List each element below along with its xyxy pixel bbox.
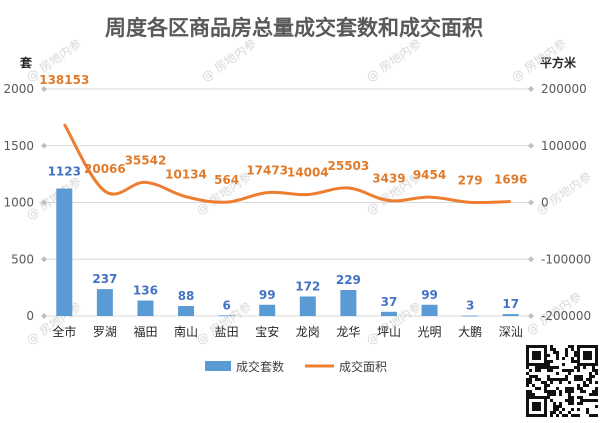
bar-value-label: 99: [421, 288, 438, 302]
line-value-label: 279: [458, 173, 483, 187]
bar-value-label: 172: [295, 279, 320, 293]
watermark: @ 房地内参: [23, 299, 84, 348]
line-value-label: 14004: [287, 166, 329, 180]
bar: [259, 304, 276, 316]
category-label: 福田: [133, 324, 157, 339]
category-label: 罗湖: [93, 324, 117, 339]
right-tick-label: 0: [541, 196, 549, 210]
axis-marker: [41, 142, 47, 149]
axis-marker: [41, 256, 47, 263]
line-value-label: 1696: [494, 173, 527, 187]
right-tick-label: -200000: [541, 309, 591, 323]
bar-value-label: 99: [259, 288, 276, 302]
legend-swatch-bar: [205, 361, 231, 371]
line-value-label: 564: [214, 173, 239, 187]
bar: [340, 290, 357, 316]
legend-label-line: 成交面积: [339, 359, 387, 374]
bar-value-label: 229: [336, 273, 361, 287]
bar-value-label: 17: [502, 297, 519, 311]
category-label: 深汕: [499, 325, 523, 339]
category-label: 盐田: [215, 325, 239, 339]
bar: [299, 296, 316, 316]
left-tick-label: 2000: [3, 82, 34, 96]
line-value-label: 3439: [372, 172, 405, 186]
bar-value-label: 237: [92, 272, 117, 286]
category-label: 坪山: [377, 325, 401, 339]
category-label: 南山: [174, 324, 198, 339]
category-label: 全市: [52, 324, 76, 339]
right-tick-label: 200000: [541, 82, 587, 96]
left-tick-label: 0: [26, 309, 34, 323]
watermark: @ 房地内参: [533, 169, 594, 218]
axis-marker: [528, 86, 534, 92]
category-labels: 全市 罗湖 福田 南山 盐田 宝安 龙岗 龙华 坪山 光明 大鹏 深汕: [52, 324, 522, 339]
bar: [421, 304, 438, 316]
bar-value-label: 88: [178, 289, 195, 303]
bar-value-label: 37: [381, 295, 398, 309]
category-label: 大鹏: [458, 325, 482, 339]
right-axis-ticks: -200000 -100000 0 100000 200000: [541, 82, 591, 323]
bar: [218, 315, 235, 317]
series-line: [63, 123, 511, 205]
line-value-label: 25503: [328, 159, 370, 173]
bar: [178, 306, 195, 316]
chart-title: 周度各区商品房总量成交套数和成交面积: [105, 16, 483, 40]
bar-value-label: 136: [133, 284, 158, 298]
line-value-label: 9454: [413, 168, 446, 182]
right-tick-label: -100000: [541, 252, 591, 266]
axis-marker: [41, 86, 47, 92]
bar: [137, 300, 154, 316]
category-label: 光明: [418, 325, 442, 339]
bar: [462, 315, 479, 317]
axis-marker: [528, 256, 534, 263]
category-label: 宝安: [255, 324, 279, 339]
left-tick-label: 1000: [3, 196, 34, 210]
axis-marker: [41, 313, 47, 319]
right-axis-unit: 平方米: [540, 55, 577, 70]
line-value-label: 138153: [39, 73, 89, 87]
line-value-label: 17473: [246, 164, 288, 178]
bar: [96, 289, 113, 316]
qr-code: [526, 345, 598, 417]
left-axis-unit: 套: [19, 55, 33, 70]
watermark: @ 房地内参: [198, 36, 259, 85]
right-tick-label: 100000: [541, 139, 587, 153]
legend-label-bar: 成交套数: [236, 359, 284, 374]
bar: [502, 314, 519, 316]
axis-marker: [528, 313, 534, 319]
left-tick-label: 1500: [3, 139, 34, 153]
bar-value-label: 6: [222, 298, 230, 312]
gridlines: [41, 86, 534, 319]
left-tick-label: 500: [11, 252, 34, 266]
axis-marker: [528, 142, 534, 149]
bar-series: 1123 237 136 88 6 99 172 229 37 99 3 17: [48, 165, 519, 317]
category-label: 龙华: [336, 325, 360, 339]
bar-value-label: 3: [466, 299, 474, 313]
legend: 成交套数 成交面积: [205, 359, 387, 374]
bar: [380, 311, 397, 316]
bar-value-label: 1123: [48, 165, 81, 179]
bar: [56, 188, 73, 316]
line-value-label: 35542: [125, 153, 167, 167]
category-label: 龙岗: [296, 325, 320, 339]
line-value-label: 20066: [84, 162, 126, 176]
axis-marker: [528, 199, 534, 206]
left-axis-ticks: 0 500 1000 1500 2000: [3, 82, 34, 323]
axis-marker: [41, 199, 47, 206]
watermark: @ 房地内参: [363, 36, 424, 85]
line-value-label: 10134: [165, 168, 207, 182]
